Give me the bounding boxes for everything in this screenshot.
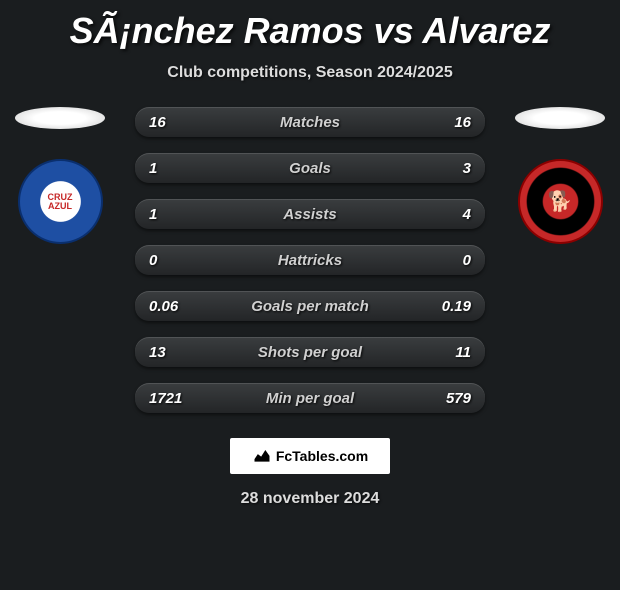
stat-row: 1Goals3 xyxy=(135,153,485,183)
stat-value-right: 3 xyxy=(431,160,471,177)
stat-label: Min per goal xyxy=(189,390,431,407)
left-player-badge: CRUZAZUL xyxy=(10,107,110,244)
club-crest-left: CRUZAZUL xyxy=(18,159,103,244)
stat-value-left: 0.06 xyxy=(149,298,189,315)
stat-row: 1Assists4 xyxy=(135,199,485,229)
stat-value-left: 0 xyxy=(149,252,189,269)
stat-value-left: 1721 xyxy=(149,390,189,407)
club-crest-right: 🐕 xyxy=(518,159,603,244)
stat-label: Assists xyxy=(189,206,431,223)
right-player-badge: 🐕 xyxy=(510,107,610,244)
stats-list: 16Matches161Goals31Assists40Hattricks00.… xyxy=(135,107,485,413)
chart-icon xyxy=(252,445,272,468)
stat-value-left: 1 xyxy=(149,160,189,177)
stat-row: 13Shots per goal11 xyxy=(135,337,485,367)
brand-text: FcTables.com xyxy=(276,448,368,464)
stat-label: Goals per match xyxy=(189,298,431,315)
player-photo-placeholder-right xyxy=(515,107,605,129)
stat-label: Matches xyxy=(189,114,431,131)
player-photo-placeholder-left xyxy=(15,107,105,129)
stat-value-right: 0.19 xyxy=(431,298,471,315)
brand-logo: FcTables.com xyxy=(230,438,390,474)
stat-value-left: 1 xyxy=(149,206,189,223)
stat-value-right: 0 xyxy=(431,252,471,269)
stat-label: Goals xyxy=(189,160,431,177)
subtitle: Club competitions, Season 2024/2025 xyxy=(0,64,620,82)
stat-value-left: 16 xyxy=(149,114,189,131)
stat-value-right: 16 xyxy=(431,114,471,131)
stat-row: 16Matches16 xyxy=(135,107,485,137)
stat-value-right: 579 xyxy=(431,390,471,407)
main-content: CRUZAZUL 🐕 16Matches161Goals31Assists40H… xyxy=(0,107,620,413)
page-title: SÃ¡nchez Ramos vs Alvarez xyxy=(0,10,620,52)
stat-value-left: 13 xyxy=(149,344,189,361)
stat-row: 0Hattricks0 xyxy=(135,245,485,275)
stat-value-right: 4 xyxy=(431,206,471,223)
crest-left-inner: CRUZAZUL xyxy=(48,193,73,211)
stat-value-right: 11 xyxy=(431,344,471,361)
stat-label: Hattricks xyxy=(189,252,431,269)
footer-date: 28 november 2024 xyxy=(0,490,620,508)
stat-label: Shots per goal xyxy=(189,344,431,361)
stat-row: 0.06Goals per match0.19 xyxy=(135,291,485,321)
stat-row: 1721Min per goal579 xyxy=(135,383,485,413)
crest-right-inner: 🐕 xyxy=(548,189,573,214)
